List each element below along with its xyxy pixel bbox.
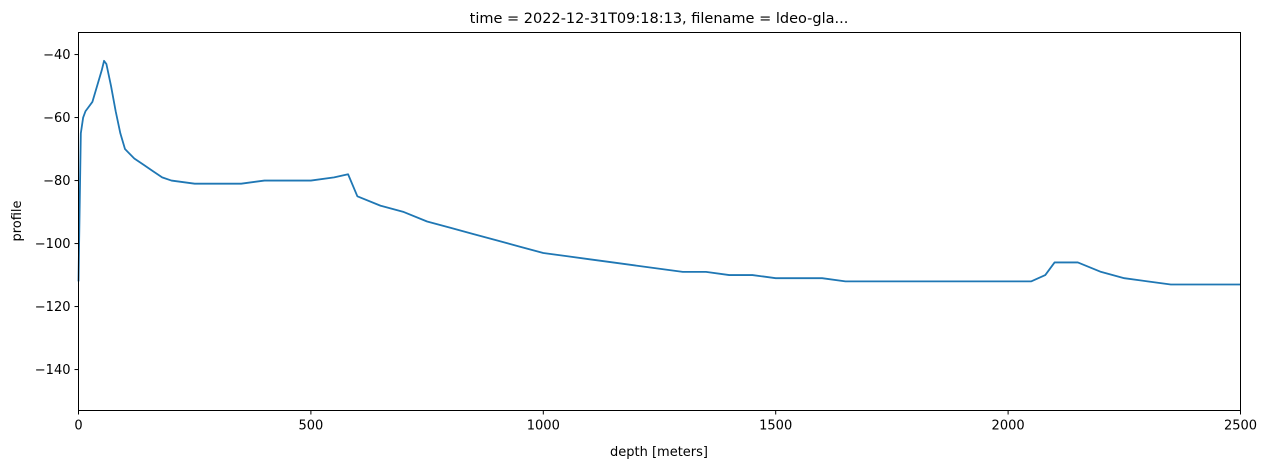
plot-frame bbox=[78, 32, 1241, 411]
x-tick-label: 0 bbox=[74, 419, 82, 434]
y-axis-label: profile bbox=[10, 200, 25, 241]
y-tick-label: −140 bbox=[35, 363, 71, 378]
y-axis: −140 −120 −100 −80 −60 −40 bbox=[35, 48, 79, 378]
y-tick-label: −100 bbox=[35, 237, 71, 252]
y-tick-label: −80 bbox=[43, 174, 70, 189]
x-tick-label: 2500 bbox=[1224, 419, 1257, 434]
chart-title: time = 2022-12-31T09:18:13, filename = l… bbox=[470, 11, 849, 27]
series-line-0 bbox=[77, 59, 1241, 286]
series-group bbox=[77, 59, 1241, 286]
y-tick-label: −40 bbox=[43, 48, 70, 63]
x-axis: 0 500 1000 1500 2000 2500 bbox=[74, 410, 1257, 434]
x-tick-label: 1000 bbox=[527, 419, 560, 434]
y-tick-label: −60 bbox=[43, 111, 70, 126]
x-axis-label: depth [meters] bbox=[610, 445, 708, 460]
x-tick-label: 1500 bbox=[759, 419, 792, 434]
x-tick-label: 2000 bbox=[992, 419, 1025, 434]
y-tick-label: −120 bbox=[35, 300, 71, 315]
x-tick-label: 500 bbox=[298, 419, 323, 434]
